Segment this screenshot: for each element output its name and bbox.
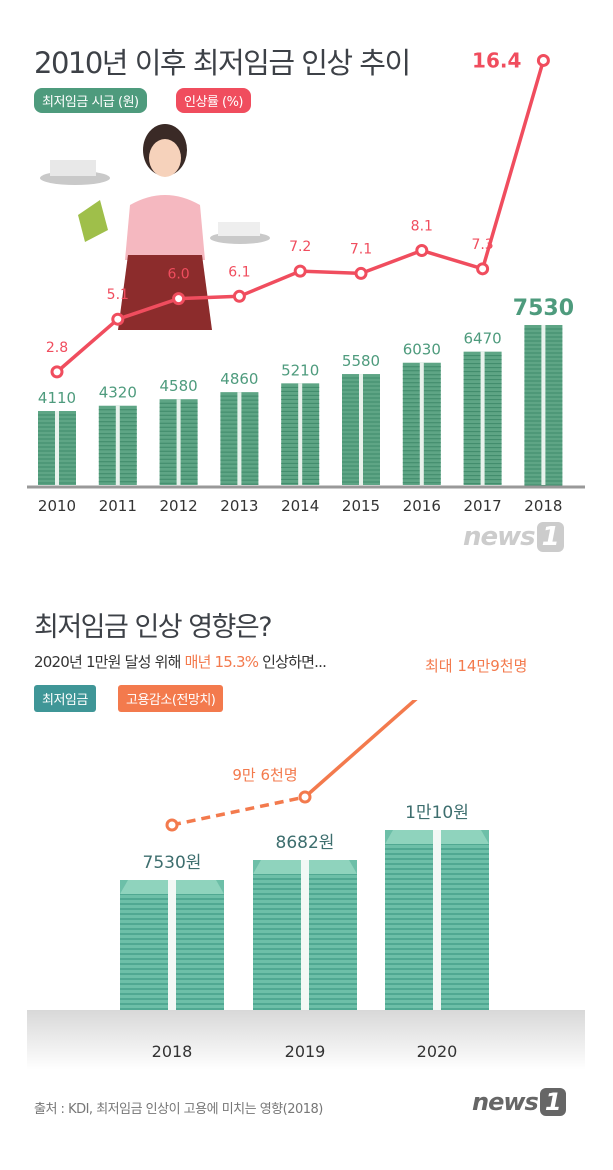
bar-band bbox=[541, 324, 546, 485]
year-label: 2010 bbox=[38, 497, 76, 515]
year-label: 2020 bbox=[417, 1042, 458, 1061]
rate-label: 6.0 bbox=[167, 267, 189, 283]
rate-point bbox=[232, 289, 246, 303]
chart2-subtitle: 2020년 1만원 달성 위해 매년 15.3% 인상하면... bbox=[34, 651, 327, 672]
year-label: 2011 bbox=[99, 497, 137, 515]
stack-band bbox=[168, 880, 176, 1010]
employment-line-dashed bbox=[171, 795, 306, 827]
year-label: 2017 bbox=[464, 497, 502, 515]
subtitle-text-end: 인상하면... bbox=[258, 653, 327, 671]
year-label: 2016 bbox=[403, 497, 441, 515]
employment-max-label: 최대 14만9천명 bbox=[425, 657, 528, 675]
wage-label: 5210 bbox=[281, 361, 319, 379]
wage-label: 6030 bbox=[403, 341, 441, 359]
wage-label: 6470 bbox=[464, 330, 502, 348]
employment-point bbox=[165, 818, 179, 832]
rate-point bbox=[50, 365, 64, 379]
floor bbox=[27, 1010, 585, 1070]
wage-label: 7530원 bbox=[143, 853, 202, 873]
bar-band bbox=[115, 405, 120, 485]
rate-point bbox=[172, 292, 186, 306]
year-label: 2018 bbox=[524, 497, 562, 515]
wage-label: 5580 bbox=[342, 352, 380, 370]
rate-label: 6.1 bbox=[228, 264, 250, 280]
bar-band bbox=[176, 399, 181, 485]
news1-logo-bottom: news 1 bbox=[472, 1088, 566, 1116]
chart1-svg: 4110 2010 4320 2011 4580 2012 4860 2013 5210 2014… bbox=[27, 48, 585, 515]
year-label: 2012 bbox=[160, 497, 198, 515]
employment-line bbox=[303, 700, 418, 799]
employment-label: 9만 6천명 bbox=[232, 766, 297, 784]
bar-band bbox=[480, 351, 485, 485]
subtitle-text: 2020년 1만원 달성 위해 bbox=[34, 653, 185, 671]
stack-band bbox=[301, 860, 309, 1010]
year-label: 2015 bbox=[342, 497, 380, 515]
bar-band bbox=[359, 374, 363, 485]
chart2-svg: 7530원 2018 8682원 2019 1만10원 2020 9만 6천명 bbox=[27, 700, 585, 1070]
wage-label: 7530 bbox=[513, 296, 574, 321]
rate-point bbox=[536, 53, 550, 67]
rate-label: 16.4 bbox=[472, 48, 521, 72]
wage-label: 8682원 bbox=[276, 833, 335, 853]
rate-point bbox=[111, 312, 125, 326]
rate-point bbox=[293, 264, 307, 278]
rate-label: 8.1 bbox=[411, 219, 433, 235]
chart2-title: 최저임금 인상 영향은? bbox=[34, 612, 273, 643]
year-label: 2019 bbox=[285, 1042, 326, 1061]
wage-label: 4320 bbox=[99, 384, 137, 402]
year-label: 2014 bbox=[281, 497, 319, 515]
year-label: 2018 bbox=[152, 1042, 193, 1061]
rate-label: 7.3 bbox=[471, 237, 493, 253]
wage-label: 4110 bbox=[38, 389, 76, 407]
bar-band bbox=[55, 411, 59, 485]
legend-employment: 고용감소(전망치) bbox=[118, 685, 224, 712]
bar-band bbox=[298, 383, 303, 485]
bar-band bbox=[237, 392, 242, 485]
legend-wage: 최저임금 시급 (원) bbox=[34, 88, 147, 113]
rate-point bbox=[354, 266, 368, 280]
legend-min-wage: 최저임금 bbox=[34, 685, 96, 712]
subtitle-highlight: 매년 15.3% bbox=[184, 653, 259, 671]
rate-label: 5.1 bbox=[107, 287, 129, 303]
source-text: 출처 : KDI, 최저임금 인상이 고용에 미치는 영향(2018) bbox=[34, 1102, 323, 1117]
employment-point bbox=[298, 790, 312, 804]
rate-label: 7.2 bbox=[289, 239, 311, 255]
wage-label: 1만10원 bbox=[405, 803, 469, 823]
rate-point bbox=[415, 244, 429, 258]
bar-band bbox=[419, 362, 424, 485]
wage-label: 4580 bbox=[160, 377, 198, 395]
chart1-title: 2010년 이후 최저임금 인상 추이 bbox=[34, 46, 411, 80]
rate-label: 7.1 bbox=[350, 241, 372, 257]
rate-point bbox=[476, 262, 490, 276]
waitress-illustration bbox=[40, 124, 270, 330]
wage-label: 4860 bbox=[220, 370, 258, 388]
stack-band bbox=[433, 830, 441, 1010]
news1-logo: news 1 bbox=[463, 522, 564, 552]
legend-rate: 인상률 (%) bbox=[176, 88, 252, 113]
year-label: 2013 bbox=[220, 497, 258, 515]
rate-label: 2.8 bbox=[46, 340, 68, 356]
